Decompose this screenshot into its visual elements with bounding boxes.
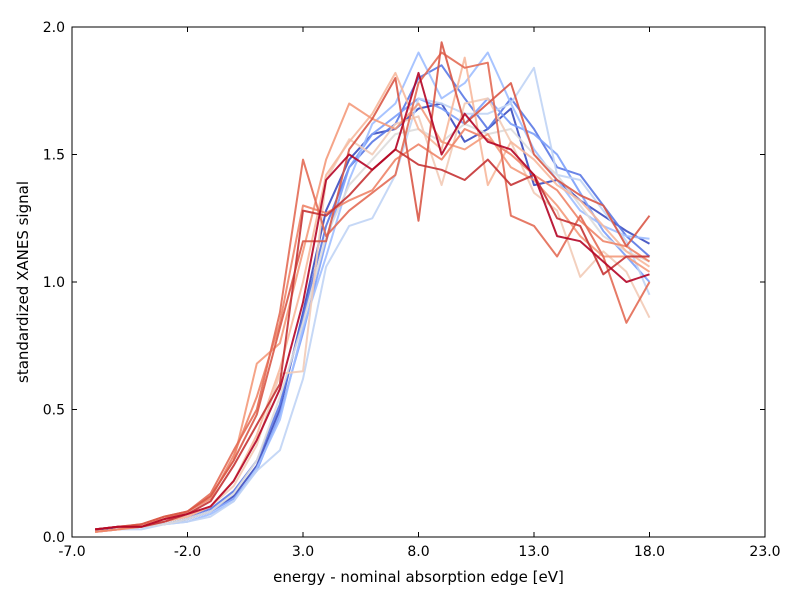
series-line-8 bbox=[94, 56, 651, 533]
y-tick-label: 2.0 bbox=[43, 20, 65, 36]
y-tick-label: 0.0 bbox=[43, 530, 65, 546]
y-axis-label: standardized XANES signal bbox=[14, 181, 32, 383]
series-layer bbox=[94, 41, 651, 533]
x-tick-label: 8.0 bbox=[407, 544, 429, 560]
x-tick-label: 23.0 bbox=[749, 544, 780, 560]
y-tick-label: 1.5 bbox=[43, 148, 65, 164]
y-tick-label: 0.5 bbox=[43, 403, 65, 419]
series-line-6 bbox=[94, 122, 650, 533]
series-line-12 bbox=[94, 41, 651, 531]
x-tick-label: 3.0 bbox=[292, 544, 314, 560]
tick-layer: -7.0 -2.0 3.0 8.0 13.0 18.0 23.0 0.0 0.5 1.0 1.5 2.… bbox=[43, 20, 781, 560]
x-tick-label: -2.0 bbox=[174, 544, 201, 560]
x-tick-label: -7.0 bbox=[58, 544, 85, 560]
x-axis-label: energy - nominal absorption edge [eV] bbox=[273, 568, 564, 586]
y-tick-label: 1.0 bbox=[43, 275, 65, 291]
x-tick-label: 13.0 bbox=[518, 544, 549, 560]
x-tick-label: 18.0 bbox=[634, 544, 665, 560]
series-line-14 bbox=[94, 71, 650, 531]
